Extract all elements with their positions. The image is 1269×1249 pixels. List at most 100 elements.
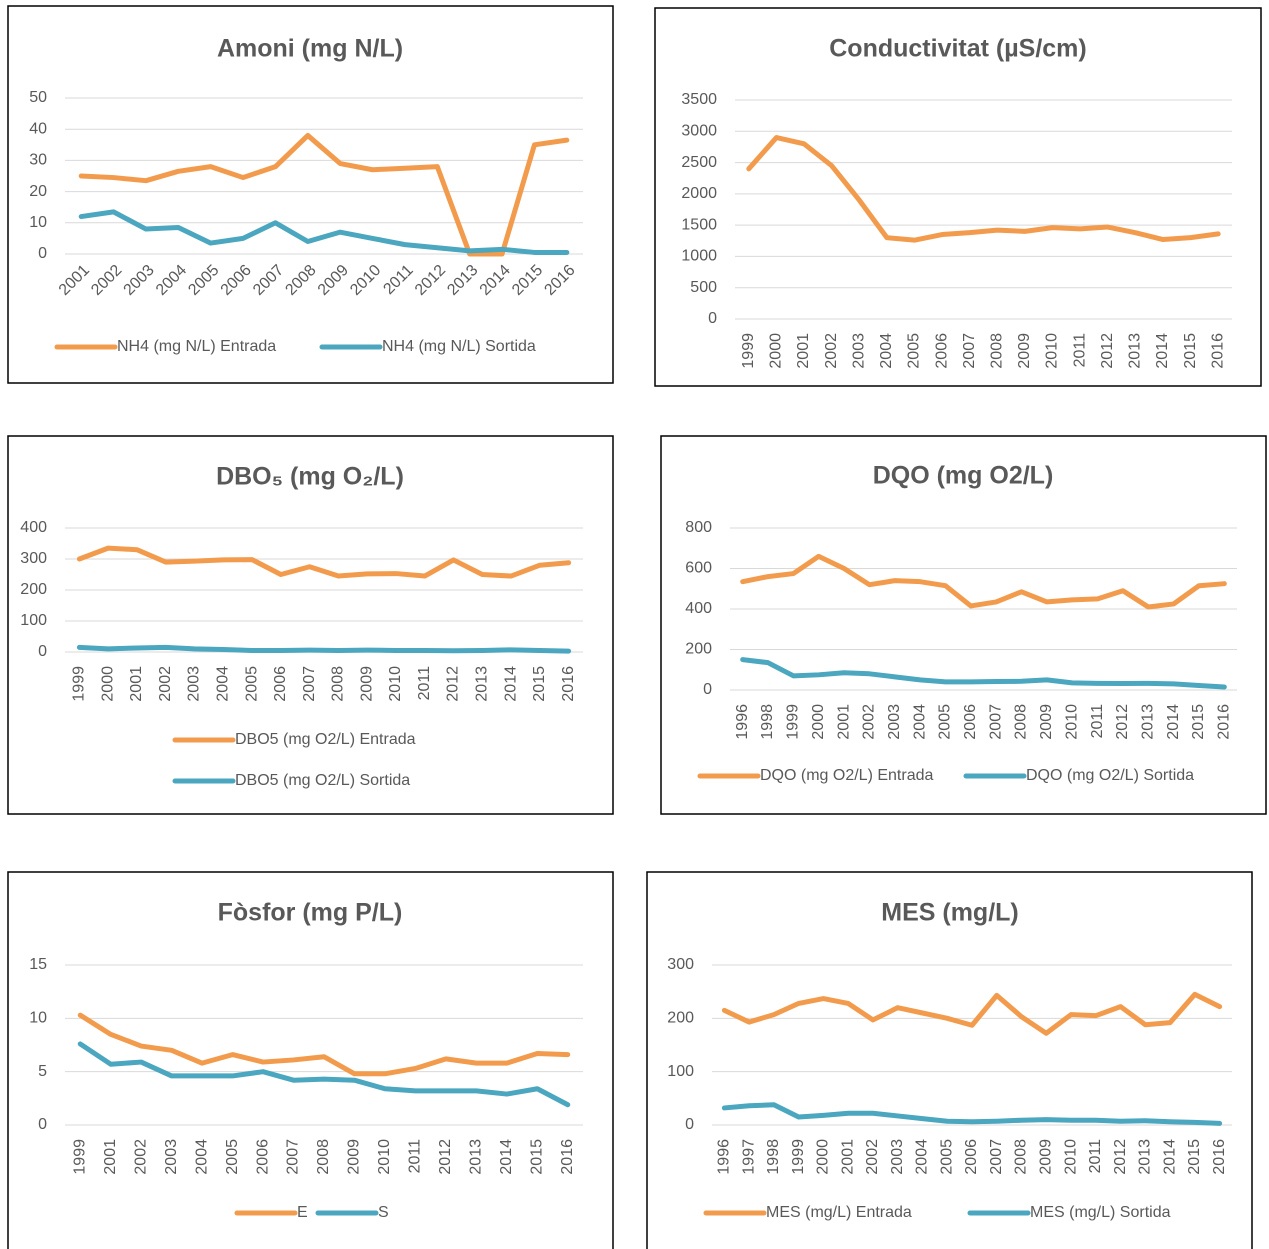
x-tick-label: 2011 — [1071, 333, 1088, 368]
chart-frame — [660, 435, 1267, 815]
x-tick-label: 2016 — [559, 1139, 576, 1175]
x-tick-label: 2000 — [815, 1139, 832, 1175]
x-tick-label: 1999 — [71, 1139, 88, 1175]
series-line — [721, 1102, 1223, 1126]
x-tick-label: 2013 — [468, 1139, 485, 1175]
legend-label: S — [378, 1204, 389, 1221]
y-tick-label: 400 — [20, 519, 47, 536]
chart-title: MES (mg/L) — [881, 899, 1019, 927]
y-tick-label: 15 — [29, 956, 47, 973]
y-tick-label: 0 — [38, 643, 47, 660]
x-tick-label: 2014 — [1161, 1139, 1178, 1175]
x-tick-label: 2003 — [886, 704, 903, 740]
y-tick-label: 10 — [29, 214, 47, 231]
x-tick-label: 2013 — [1137, 1139, 1154, 1175]
x-tick-label: 2016 — [1211, 1139, 1228, 1175]
series-line — [740, 553, 1227, 610]
x-tick-label: 1999 — [740, 333, 757, 369]
chart-title: Conductivitat (µS/cm) — [829, 35, 1086, 63]
chart-frame — [654, 7, 1262, 387]
x-tick-label: 2014 — [498, 1139, 515, 1175]
x-tick-label: 2015 — [531, 666, 548, 702]
x-tick-label: 2011 — [416, 666, 433, 701]
x-tick-label: 2012 — [437, 1139, 454, 1175]
x-tick-label: 2002 — [864, 1139, 881, 1175]
x-tick-label: 2012 — [445, 666, 462, 702]
x-tick-label: 2002 — [157, 666, 174, 702]
legend-label: DQO (mg O2/L) Sortida — [1026, 767, 1194, 784]
x-tick-label: 2008 — [1013, 1139, 1030, 1175]
y-tick-label: 5 — [38, 1063, 47, 1080]
series-line — [740, 657, 1227, 690]
x-tick-label: 2009 — [1038, 1139, 1055, 1175]
x-tick-label: 2007 — [988, 1139, 1005, 1175]
y-tick-label: 3500 — [681, 91, 717, 108]
legend-label: NH4 (mg N/L) Sortida — [382, 338, 536, 355]
x-tick-label: 2002 — [861, 704, 878, 740]
x-tick-label: 2008 — [1013, 704, 1030, 740]
y-tick-label: 0 — [38, 245, 47, 262]
x-tick-label: 2011 — [1087, 1139, 1104, 1174]
y-tick-label: 0 — [703, 681, 712, 698]
x-tick-label: 2004 — [214, 666, 231, 702]
x-tick-label: 2015 — [529, 1139, 546, 1175]
x-tick-label: 2014 — [1165, 704, 1182, 740]
y-tick-label: 10 — [29, 1010, 47, 1027]
y-tick-label: 800 — [685, 519, 712, 536]
x-tick-label: 1998 — [765, 1139, 782, 1175]
x-tick-label: 2010 — [1044, 333, 1061, 369]
y-tick-label: 0 — [708, 310, 717, 327]
x-tick-label: 2010 — [387, 666, 404, 702]
x-tick-label: 2012 — [1112, 1139, 1129, 1175]
y-tick-label: 300 — [667, 956, 694, 973]
x-tick-label: 1996 — [716, 1139, 733, 1175]
y-tick-label: 200 — [685, 641, 712, 658]
x-tick-label: 2011 — [407, 1139, 424, 1174]
y-tick-label: 600 — [685, 560, 712, 577]
y-tick-label: 100 — [20, 612, 47, 629]
x-tick-label: 2004 — [914, 1139, 931, 1175]
x-tick-label: 2009 — [1038, 704, 1055, 740]
x-tick-label: 2002 — [823, 333, 840, 369]
x-tick-label: 2005 — [243, 666, 260, 702]
x-tick-label: 1996 — [734, 704, 751, 740]
x-tick-label: 2014 — [1154, 333, 1171, 369]
x-tick-label: 2016 — [1209, 333, 1226, 369]
legend-label: DBO5 (mg O2/L) Sortida — [235, 772, 410, 789]
series-line — [77, 1012, 571, 1077]
x-tick-label: 2009 — [346, 1139, 363, 1175]
y-tick-label: 300 — [20, 550, 47, 567]
x-tick-label: 1999 — [785, 704, 802, 740]
series-line — [78, 209, 570, 255]
x-tick-label: 2004 — [878, 333, 895, 369]
y-tick-label: 50 — [29, 89, 47, 106]
legend-label: DBO5 (mg O2/L) Entrada — [235, 731, 416, 748]
x-tick-label: 2012 — [1099, 333, 1116, 369]
x-tick-label: 2005 — [937, 704, 954, 740]
series-line — [76, 644, 572, 654]
x-tick-label: 2000 — [810, 704, 827, 740]
x-tick-label: 2007 — [961, 333, 978, 369]
chart-title: Amoni (mg N/L) — [217, 35, 403, 63]
x-tick-label: 2009 — [358, 666, 375, 702]
x-tick-label: 1997 — [740, 1139, 757, 1175]
x-tick-label: 2001 — [835, 704, 852, 740]
chart-frame — [7, 5, 614, 384]
x-tick-label: 2007 — [285, 1139, 302, 1175]
y-tick-label: 1500 — [681, 216, 717, 233]
x-tick-label: 2006 — [933, 333, 950, 369]
x-tick-label: 2016 — [1216, 704, 1233, 740]
x-tick-label: 2003 — [889, 1139, 906, 1175]
chart-frame — [7, 435, 614, 815]
x-tick-label: 1998 — [759, 704, 776, 740]
x-tick-label: 2006 — [254, 1139, 271, 1175]
series-line — [77, 1041, 571, 1108]
x-tick-label: 2009 — [1016, 333, 1033, 369]
x-tick-label: 2001 — [128, 666, 145, 702]
y-tick-label: 0 — [685, 1116, 694, 1133]
x-tick-label: 2015 — [1182, 333, 1199, 369]
x-tick-label: 2006 — [962, 704, 979, 740]
legend-label: NH4 (mg N/L) Entrada — [117, 338, 276, 355]
